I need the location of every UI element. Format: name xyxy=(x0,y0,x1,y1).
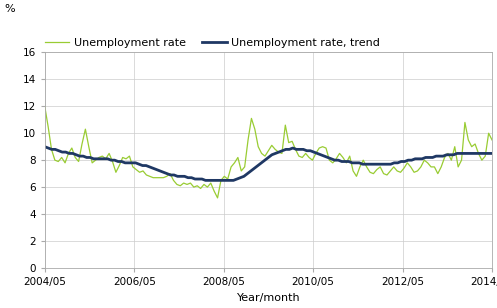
Unemployment rate, trend xyxy=(279,149,285,152)
Unemployment rate xyxy=(353,174,359,178)
Unemployment rate, trend xyxy=(398,160,404,163)
Unemployment rate xyxy=(42,104,48,108)
Unemployment rate xyxy=(215,196,221,200)
Unemployment rate, trend xyxy=(164,172,170,176)
Unemployment rate, trend xyxy=(489,152,495,155)
Unemployment rate xyxy=(327,158,332,162)
Unemployment rate, trend xyxy=(311,150,317,154)
Unemployment rate xyxy=(465,138,471,142)
Line: Unemployment rate: Unemployment rate xyxy=(45,106,492,198)
Text: %: % xyxy=(4,4,15,14)
Unemployment rate, trend xyxy=(202,179,208,182)
Unemployment rate xyxy=(476,152,482,155)
Unemployment rate, trend xyxy=(437,154,443,158)
Unemployment rate, trend xyxy=(42,145,48,148)
Unemployment rate, trend xyxy=(63,150,69,154)
Line: Unemployment rate, trend: Unemployment rate, trend xyxy=(45,147,492,180)
Legend: Unemployment rate, Unemployment rate, trend: Unemployment rate, Unemployment rate, tr… xyxy=(45,38,380,48)
Unemployment rate xyxy=(72,156,78,159)
X-axis label: Year/month: Year/month xyxy=(237,293,300,302)
Unemployment rate xyxy=(340,156,346,159)
Unemployment rate xyxy=(489,138,495,142)
